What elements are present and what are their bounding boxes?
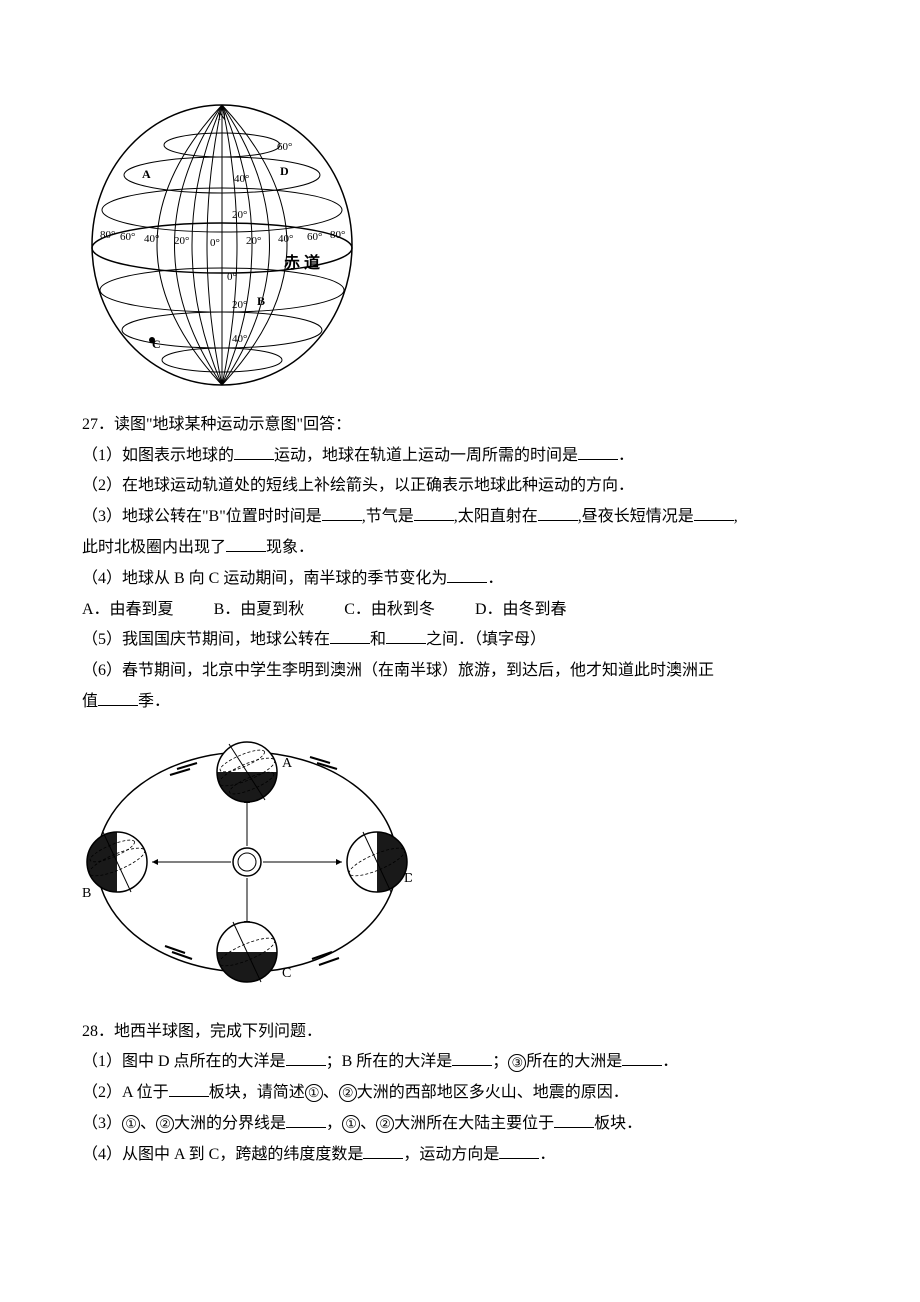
q27-option-d: D．由冬到春 — [475, 596, 567, 625]
q27-number: 27 — [82, 416, 98, 433]
globe-label-a: A — [142, 167, 151, 181]
q27-title: ．读图"地球某种运动示意图"回答： — [98, 416, 351, 433]
svg-text:20°: 20° — [246, 235, 261, 247]
equator-label: 赤 道 — [284, 253, 320, 272]
q27-sub4: （4）地球从 B 向 C 运动期间，南半球的季节变化为． — [82, 565, 838, 594]
svg-text:60°: 60° — [120, 231, 135, 243]
orbit-label-a: A — [282, 756, 293, 771]
orbit-label-b: B — [82, 886, 91, 901]
svg-text:20°: 20° — [232, 299, 247, 311]
svg-text:20°: 20° — [232, 209, 247, 221]
svg-text:20°: 20° — [174, 235, 189, 247]
q27-sub6-line2: 值季． — [82, 688, 838, 717]
q28-sub1: （1）图中 D 点所在的大洋是；B 所在的大洋是；③所在的大洲是． — [82, 1048, 838, 1077]
svg-text:0°: 0° — [227, 271, 237, 283]
q27-option-a: A．由春到夏 — [82, 596, 174, 625]
globe-diagram: N A D B C 80° 60° 40° 20° 0° 20° 40° 60°… — [82, 90, 362, 390]
svg-text:40°: 40° — [232, 333, 247, 345]
globe-figure-container: N A D B C 80° 60° 40° 20° 0° 20° 40° 60°… — [82, 90, 838, 401]
svg-text:40°: 40° — [234, 173, 249, 185]
circled-2c-icon: ② — [376, 1115, 394, 1133]
globe-label-d: D — [280, 164, 289, 178]
circled-1b-icon: ① — [122, 1115, 140, 1133]
svg-text:40°: 40° — [144, 233, 159, 245]
q28-sub4: （4）从图中 A 到 C，跨越的纬度度数是，运动方向是． — [82, 1141, 838, 1170]
circled-2b-icon: ② — [156, 1115, 174, 1133]
circled-2-icon: ② — [339, 1084, 357, 1102]
q27-option-b: B．由夏到秋 — [214, 596, 305, 625]
svg-text:80°: 80° — [330, 229, 345, 241]
q27-sub5: （5）我国国庆节期间，地球公转在和之间．（填字母） — [82, 626, 838, 655]
svg-text:80°: 80° — [100, 229, 115, 241]
q28-number: 28 — [82, 1023, 98, 1040]
svg-text:40°: 40° — [278, 233, 293, 245]
q27-sub6-line1: （6）春节期间，北京中学生李明到澳洲（在南半球）旅游，到达后，他才知道此时澳洲正 — [82, 657, 838, 686]
svg-text:60°: 60° — [277, 141, 292, 153]
q27-sub2: （2）在地球运动轨道处的短线上补绘箭头，以正确表示地球此种运动的方向． — [82, 472, 838, 501]
svg-text:60°: 60° — [307, 231, 322, 243]
circled-1-icon: ① — [305, 1084, 323, 1102]
q28-title: ．地西半球图，完成下列问题． — [98, 1023, 322, 1040]
q27-sub3-line1: （3）地球公转在"B"位置时时间是,节气是,太阳直射在,昼夜长短情况是, — [82, 503, 838, 532]
q27-options: A．由春到夏 B．由夏到秋 C．由秋到冬 D．由冬到春 — [82, 596, 838, 625]
globe-label-n: N — [218, 109, 227, 123]
q27-option-c: C．由秋到冬 — [344, 596, 435, 625]
orbit-label-c: C — [282, 966, 291, 981]
orbit-figure-container: A B C D — [82, 727, 838, 1008]
q27-sub3-line2: 此时北极圈内出现了现象． — [82, 534, 838, 563]
svg-text:0°: 0° — [210, 237, 220, 249]
circled-1c-icon: ① — [342, 1115, 360, 1133]
circled-3-icon: ③ — [508, 1054, 526, 1072]
orbit-diagram: A B C D — [82, 727, 412, 997]
q28-sub2: （2）A 位于板块，请简述①、②大洲的西部地区多火山、地震的原因． — [82, 1079, 838, 1108]
orbit-label-d: D — [404, 871, 412, 886]
q28-sub3: （3）①、②大洲的分界线是，①、②大洲所在大陆主要位于板块． — [82, 1110, 838, 1139]
q27-sub1: （1）如图表示地球的运动，地球在轨道上运动一周所需的时间是． — [82, 442, 838, 471]
globe-label-b: B — [257, 294, 265, 308]
q27-header: 27．读图"地球某种运动示意图"回答： — [82, 411, 838, 440]
q28-header: 28．地西半球图，完成下列问题． — [82, 1018, 838, 1047]
